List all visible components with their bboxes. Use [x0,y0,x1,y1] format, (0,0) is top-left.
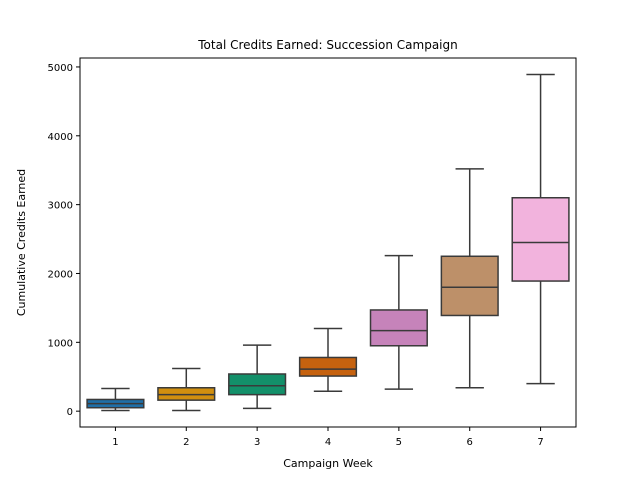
y-tick-label: 3000 [48,201,73,212]
box-week-7 [511,73,570,385]
y-tick-label: 4000 [48,132,73,143]
iqr-box [298,356,358,377]
y-axis: 0 1000 2000 3000 4000 5000 [48,63,80,418]
y-tick-label: 0 [67,407,73,418]
x-tick-label: 1 [112,437,118,448]
box-week-3 [228,344,287,410]
x-tick-label: 2 [183,437,189,448]
iqr-box [369,309,428,347]
x-tick-label: 3 [254,437,260,448]
x-tick-label: 6 [467,437,473,448]
box-week-5 [369,254,428,390]
iqr-box [511,197,570,282]
box-week-1 [86,387,145,412]
x-tick-label: 4 [325,437,331,448]
y-axis-label: Cumulative Credits Earned [15,169,28,316]
y-tick-label: 2000 [48,269,73,280]
box-week-2 [157,367,216,412]
iqr-box [228,373,287,396]
x-tick-label: 7 [537,437,543,448]
y-tick-label: 1000 [48,338,73,349]
box-week-4 [298,327,358,392]
iqr-box [440,255,499,317]
x-axis: 1 2 3 4 5 6 7 [112,427,544,448]
y-tick-label: 5000 [48,63,73,74]
plot-area [86,73,570,412]
x-axis-label: Campaign Week [283,457,373,470]
box-week-6 [440,168,499,389]
chart-title: Total Credits Earned: Succession Campaig… [197,38,457,52]
x-tick-label: 5 [396,437,402,448]
